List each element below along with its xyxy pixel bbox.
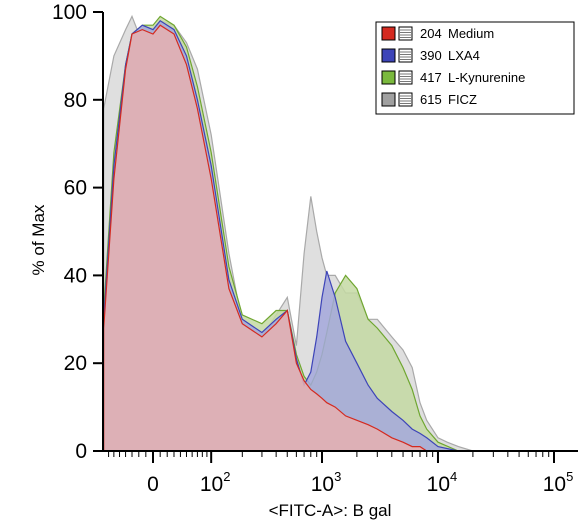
legend-number: 204: [420, 26, 442, 41]
legend-label: L-Kynurenine: [448, 70, 525, 85]
legend-number: 615: [420, 92, 442, 107]
legend-pattern-icon: [398, 26, 413, 41]
legend-item-l-kynurenine: 417 L-Kynurenine: [381, 70, 525, 85]
legend-label: Medium: [448, 26, 494, 41]
legend-label: FICZ: [448, 92, 477, 107]
legend-pattern-icon: [398, 48, 413, 63]
legend-swatch: [381, 26, 396, 41]
legend-pattern-icon: [398, 92, 413, 107]
x-tick-label: 104: [427, 469, 458, 496]
x-tick-label: 102: [200, 469, 231, 496]
x-tick-label: 0: [147, 473, 159, 496]
legend-swatch: [381, 48, 396, 63]
legend-label: LXA4: [448, 48, 480, 63]
legend-swatch: [381, 92, 396, 107]
y-tick-label: 0: [75, 440, 87, 463]
series-area-204-medium: [103, 24, 438, 452]
legend-item-medium: 204 Medium: [381, 26, 494, 41]
legend: 204 Medium 390 LXA4 417 L-Kynurenine 615 FICZ: [375, 21, 575, 115]
legend-item-lxa4: 390 LXA4: [381, 48, 480, 63]
axes-layer: [93, 11, 578, 463]
legend-swatch: [381, 70, 396, 85]
legend-number: 390: [420, 48, 442, 63]
tick-labels: 0 20 40 60 80 100 0 102 103 104 105: [52, 1, 573, 496]
y-tick-label: 80: [64, 89, 87, 112]
x-axis-label: <FITC-A>: B gal: [269, 501, 392, 520]
y-tick-label: 20: [64, 352, 87, 375]
y-tick-label: 40: [64, 264, 87, 287]
series-layer: [103, 14, 474, 452]
y-tick-label: 100: [52, 1, 87, 24]
legend-number: 417: [420, 70, 442, 85]
x-tick-label: 103: [311, 469, 342, 496]
y-axis-label: % of Max: [29, 204, 48, 275]
x-tick-label: 105: [543, 469, 574, 496]
y-tick-label: 60: [64, 177, 87, 200]
legend-item-ficz: 615 FICZ: [381, 92, 477, 107]
legend-pattern-icon: [398, 70, 413, 85]
